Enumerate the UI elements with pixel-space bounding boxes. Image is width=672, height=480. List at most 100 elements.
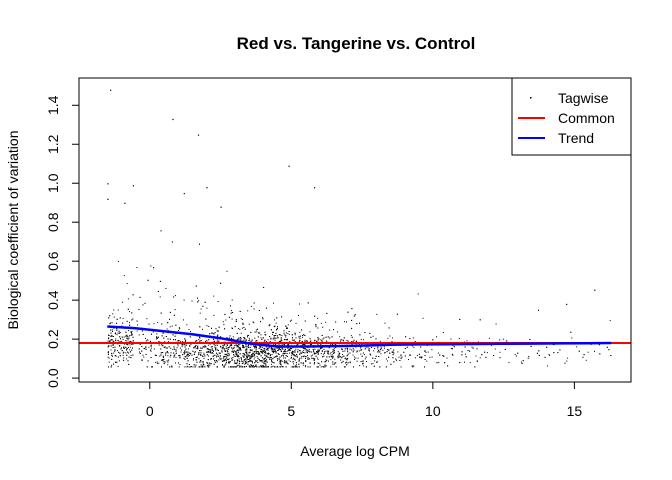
tagwise-point	[151, 366, 153, 368]
tagwise-point	[179, 356, 181, 358]
tagwise-point	[139, 352, 141, 354]
tagwise-point	[223, 355, 225, 357]
tagwise-point	[240, 338, 242, 340]
tagwise-point	[178, 366, 180, 368]
tagwise-point	[328, 356, 330, 358]
tagwise-point	[314, 339, 316, 341]
tagwise-point	[342, 350, 344, 352]
tagwise-point	[173, 352, 175, 354]
tagwise-point	[145, 337, 146, 339]
tagwise-point	[343, 337, 345, 339]
tagwise-point	[179, 347, 181, 349]
tagwise-point	[277, 358, 279, 360]
tagwise-point	[214, 332, 216, 334]
tagwise-point	[113, 352, 115, 354]
tagwise-point	[583, 354, 585, 356]
tagwise-point	[115, 340, 117, 342]
tagwise-point	[271, 361, 273, 363]
tagwise-point	[130, 351, 131, 353]
tagwise-point	[486, 352, 488, 354]
tagwise-point	[287, 363, 289, 365]
tagwise-point	[411, 365, 413, 367]
tagwise-point	[231, 328, 233, 329]
tagwise-point	[221, 350, 223, 352]
tagwise-point	[274, 348, 275, 350]
tagwise-point	[237, 355, 239, 357]
tagwise-point	[239, 366, 241, 368]
tagwise-point	[443, 355, 445, 357]
tagwise-point	[203, 354, 205, 356]
tagwise-point	[277, 350, 279, 351]
tagwise-point	[130, 331, 132, 333]
tagwise-point	[272, 348, 274, 350]
tagwise-point	[211, 327, 212, 329]
tagwise-point	[123, 346, 125, 348]
tagwise-point	[266, 307, 267, 309]
tagwise-point	[346, 348, 348, 349]
tagwise-point	[328, 350, 330, 352]
tagwise-point	[265, 363, 267, 365]
tagwise-point	[263, 358, 265, 360]
tagwise-point	[224, 328, 226, 330]
tagwise-point	[235, 344, 237, 346]
tagwise-point	[232, 338, 234, 340]
tagwise-point	[220, 358, 222, 360]
tagwise-point	[412, 366, 414, 368]
tagwise-point	[333, 353, 335, 354]
tagwise-point	[284, 360, 286, 362]
tagwise-point	[262, 357, 264, 359]
tagwise-point	[256, 340, 258, 342]
tagwise-point	[425, 351, 427, 353]
tagwise-point	[479, 319, 481, 321]
tagwise-point	[225, 345, 227, 347]
tagwise-point	[159, 296, 161, 298]
tagwise-point	[304, 348, 306, 350]
tagwise-point	[192, 350, 194, 352]
tagwise-point	[225, 319, 227, 321]
tagwise-point	[327, 351, 329, 353]
tagwise-point	[199, 326, 201, 328]
legend-label: Trend	[558, 130, 594, 146]
tagwise-point	[229, 361, 231, 363]
tagwise-point	[288, 344, 290, 346]
tagwise-point	[293, 354, 295, 356]
tagwise-point	[265, 360, 267, 361]
tagwise-point	[279, 361, 281, 363]
tagwise-point	[108, 337, 110, 339]
tagwise-point	[309, 366, 311, 368]
tagwise-point	[113, 316, 115, 318]
tagwise-point	[301, 357, 303, 359]
tagwise-point	[150, 357, 152, 358]
tagwise-point	[288, 359, 290, 361]
tagwise-point	[143, 356, 145, 358]
tagwise-point	[230, 312, 232, 314]
tagwise-point	[173, 296, 175, 298]
tagwise-point	[274, 319, 275, 321]
tagwise-point	[215, 348, 217, 350]
tagwise-point	[327, 336, 329, 338]
tagwise-point	[242, 344, 243, 346]
tagwise-point	[273, 356, 275, 358]
tagwise-point	[465, 356, 467, 358]
tagwise-point	[377, 348, 379, 350]
tagwise-point	[323, 349, 325, 351]
tagwise-point	[347, 311, 349, 313]
tagwise-point	[292, 358, 294, 360]
tagwise-point	[238, 346, 240, 348]
tagwise-point	[304, 320, 306, 322]
tagwise-point	[210, 363, 212, 365]
tagwise-point	[184, 358, 186, 360]
tagwise-point	[353, 366, 354, 368]
tagwise-point	[284, 349, 286, 351]
tagwise-point	[373, 365, 375, 367]
tagwise-point	[147, 339, 149, 341]
tagwise-point	[206, 351, 208, 353]
tagwise-point	[239, 348, 241, 350]
tagwise-point	[414, 357, 416, 359]
tagwise-point	[332, 361, 334, 363]
tagwise-point	[163, 361, 165, 363]
tagwise-point	[409, 338, 411, 340]
tagwise-point	[304, 352, 306, 354]
tagwise-point	[224, 343, 226, 345]
tagwise-point	[184, 344, 186, 346]
